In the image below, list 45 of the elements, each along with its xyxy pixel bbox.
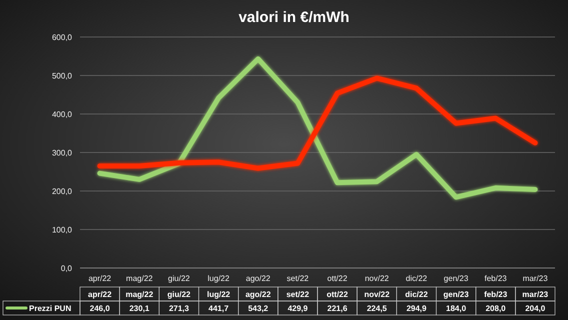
x-tick-label: feb/23: [484, 274, 508, 283]
category-label: nov/22: [364, 290, 390, 299]
x-tick-label: gen/23: [444, 274, 469, 283]
y-tick-label: 100,0: [52, 226, 73, 234]
y-tick-label: 200,0: [52, 187, 73, 196]
x-tick-label: mag/22: [126, 274, 154, 283]
data-label: 294,9: [406, 304, 428, 313]
category-label: ago/22: [245, 290, 271, 299]
x-tick-label: lug/22: [208, 274, 230, 283]
x-tick-label: set/22: [286, 274, 310, 283]
category-label: set/22: [286, 290, 310, 299]
y-tick-label: 500,0: [52, 72, 73, 80]
legend-label: Prezzi PUN: [29, 304, 72, 313]
category-label: giu/22: [167, 290, 191, 299]
data-label: 271,3: [168, 304, 190, 313]
data-label: 441,7: [208, 304, 230, 313]
y-tick-label: 400,0: [52, 110, 73, 119]
x-tick-label: ago/22: [246, 274, 271, 283]
category-label: apr/22: [88, 290, 112, 299]
data-label: 230,1: [129, 304, 150, 313]
data-label: 543,2: [248, 304, 269, 313]
data-label: 224,5: [366, 304, 388, 313]
data-label: 246,0: [90, 304, 110, 313]
data-label: 184,0: [446, 304, 467, 313]
x-tick-label: dic/22: [406, 274, 428, 283]
y-tick-label: 600,0: [52, 33, 73, 42]
category-label: lug/22: [206, 290, 230, 299]
x-tick-label: apr/22: [88, 274, 112, 283]
category-label: gen/23: [443, 290, 469, 299]
y-tick-label: 0,0: [60, 264, 73, 273]
x-tick-label: mar/23: [522, 274, 548, 283]
data-label: 204,0: [525, 304, 546, 313]
category-label: mar/23: [522, 290, 548, 299]
x-tick-label: nov/22: [364, 274, 390, 283]
data-label: 429,9: [288, 304, 308, 313]
x-tick-label: ott/22: [327, 274, 348, 283]
data-label: 221,6: [327, 304, 348, 313]
y-tick-label: 300,0: [52, 148, 73, 158]
chart-title: valori in €/mWh: [238, 9, 350, 26]
category-label: mag/22: [126, 290, 154, 299]
category-label: dic/22: [405, 290, 428, 299]
x-tick-label: giu/22: [168, 274, 190, 283]
category-label: ott/22: [326, 290, 348, 299]
category-label: feb/23: [484, 290, 508, 299]
data-label: 208,0: [486, 304, 506, 313]
